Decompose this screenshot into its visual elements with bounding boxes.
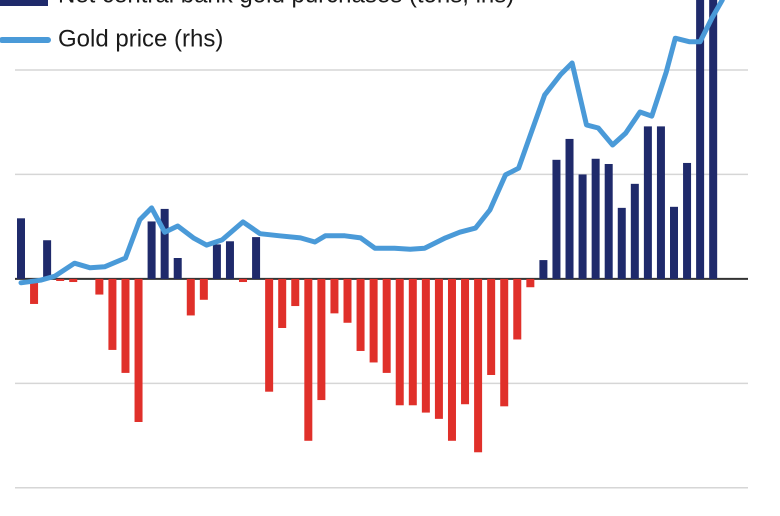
bar [199,278,208,300]
bar [461,278,470,405]
bar [578,174,587,279]
bar [225,241,234,279]
bar [43,240,52,279]
bar [304,278,313,441]
bar [369,278,378,363]
legend-swatch [0,0,48,6]
bar [474,278,483,453]
bar [108,278,117,350]
bar [434,278,443,419]
bar [408,278,417,406]
bar [630,183,639,279]
line [18,0,725,286]
bar [278,278,287,328]
bar [291,278,300,307]
bar [395,278,404,406]
bar [317,278,326,401]
bar [186,278,195,316]
bar [160,208,169,279]
bar [330,278,339,314]
bar [95,278,104,295]
bar [121,278,130,373]
bar [252,237,261,279]
bar [134,278,143,422]
bar [526,278,535,288]
bar [382,278,391,373]
bar [683,162,692,279]
bar [265,278,274,392]
bar [212,244,221,279]
bar [643,126,652,279]
bar [69,278,78,283]
bar [565,138,574,279]
bar [356,278,365,351]
bar [709,0,718,279]
bar [591,158,600,279]
bar [447,278,456,441]
bar [56,278,65,281]
bar [17,218,25,279]
legend-label: Net central bank gold purchases (tons, l… [58,0,514,8]
bar [239,278,248,283]
bar [552,159,561,279]
bar [513,278,522,340]
bar [30,278,39,304]
legend-label: Gold price (rhs) [58,25,223,52]
bar [487,278,496,375]
bar [147,221,156,279]
bar [617,207,626,279]
bar [500,278,509,407]
bar [656,126,665,279]
bar [670,206,678,279]
bar [696,0,705,279]
bar [421,278,430,413]
bar [604,163,613,279]
bar [343,278,352,323]
bar [173,258,182,279]
bar [539,260,548,279]
